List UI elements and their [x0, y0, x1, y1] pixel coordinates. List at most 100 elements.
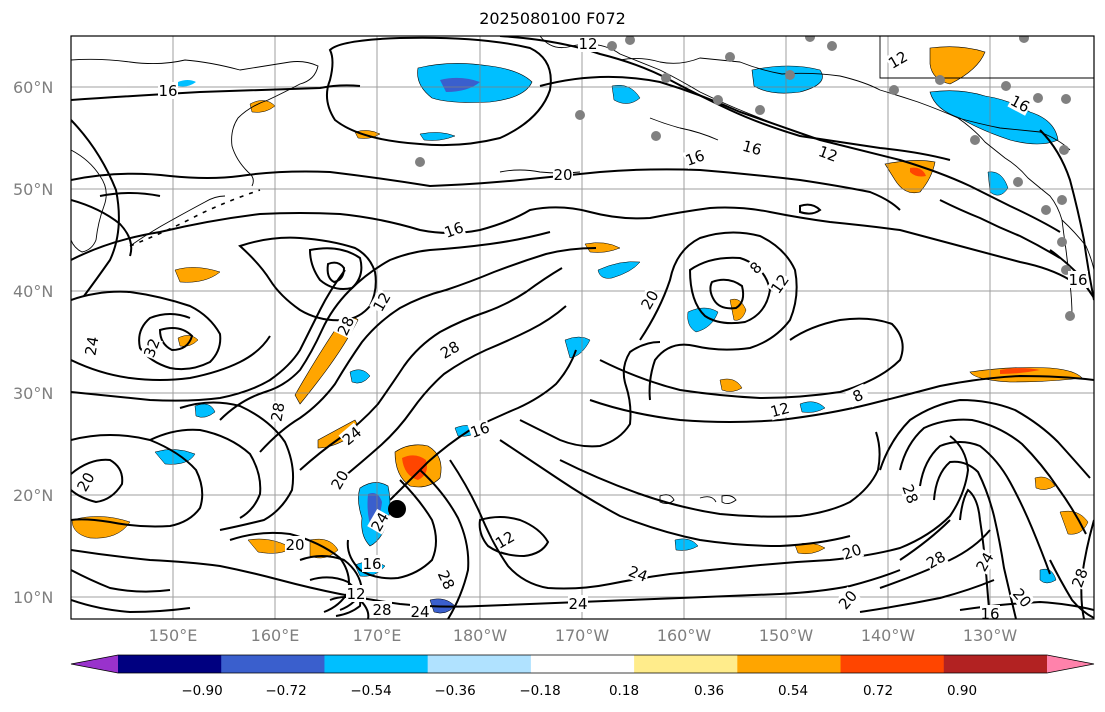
contour-label: 16 [468, 418, 492, 441]
contour-label: 24 [568, 595, 587, 613]
contour-label: 24 [626, 562, 650, 585]
contour-label-bg [369, 288, 394, 315]
contour-label: 16 [158, 82, 177, 100]
colorbar-tick-label: −0.54 [350, 683, 392, 699]
colorbar-segment [118, 655, 222, 673]
contour-label: 28 [372, 601, 391, 619]
map-frame [70, 35, 1095, 620]
colorbar-segment [324, 655, 429, 673]
lat-label: 50°N [13, 180, 54, 199]
colorbar [70, 654, 1095, 674]
lon-label: 160°W [656, 626, 712, 645]
lon-label: 150°W [758, 626, 814, 645]
contour-label: 16 [683, 146, 707, 169]
contour-label-bg [815, 142, 841, 165]
lat-label: 30°N [13, 384, 54, 403]
map-title: 2025080100 F072 [479, 9, 626, 28]
contour-label-bg [553, 166, 573, 183]
lat-label: 40°N [13, 282, 54, 301]
contour-label-bg [1009, 584, 1036, 611]
storm-center-marker [388, 500, 406, 518]
dateline-dashed [129, 189, 261, 247]
contour-label: 12 [578, 35, 597, 53]
lon-label: 180°W [452, 626, 508, 645]
colorbar-segment [737, 655, 842, 673]
contour-label-bg [839, 540, 865, 563]
contour-label-bg [367, 508, 392, 535]
colorbar-tick-label: 0.54 [777, 683, 809, 699]
lat-label: 10°N [13, 588, 54, 607]
contour-label: 28 [1068, 566, 1091, 590]
contour-label: 20 [553, 166, 572, 184]
contour-label-bg [441, 218, 467, 241]
contour-label-bg [766, 270, 793, 297]
contour-label-bg [1007, 91, 1034, 116]
contour-label: 16 [362, 555, 381, 573]
contour-label-bg [834, 586, 861, 613]
contour-label-bg [578, 36, 598, 52]
colorbar-outline [70, 654, 1095, 674]
contour-label-bg [436, 337, 463, 362]
colorbar-tick-label: −0.18 [519, 683, 561, 699]
contour-label-bg [1068, 271, 1088, 288]
colorbar-tick-label: 0.36 [693, 683, 725, 699]
contour-label-bg [81, 334, 102, 358]
contour-label: 32 [140, 336, 163, 360]
lon-label: 130°W [962, 626, 1018, 645]
contour-label-bg [346, 585, 366, 602]
colorbar-tick-label: 0.18 [608, 683, 640, 699]
colorbar-tick-label: −0.90 [181, 683, 223, 699]
contour-label-bg [568, 595, 588, 612]
colorbar-extend-high [1047, 655, 1094, 673]
lon-label: 150°E [148, 626, 198, 645]
contour-label-bg [637, 286, 662, 313]
contour-label-bg [467, 418, 493, 441]
contour-label-bg [884, 47, 911, 72]
contour-label-bg [327, 466, 352, 493]
contour-label-bg [333, 313, 358, 339]
contour-label-bg [742, 254, 769, 281]
contour-label: 12 [346, 585, 365, 603]
contour-label-bg [899, 481, 922, 507]
contour-label-bg [285, 536, 305, 553]
colorbar-segment [634, 655, 738, 673]
contour-label-bg [267, 400, 288, 424]
lat-label: 20°N [13, 486, 54, 505]
lon-label: 170°W [554, 626, 610, 645]
contour-label-bg [740, 136, 764, 159]
contour-label: 28 [898, 482, 921, 506]
contour-label-bg [158, 82, 178, 99]
contour-label-bg [372, 601, 392, 618]
contour-label: 16 [740, 137, 763, 159]
lon-label: 170°E [352, 626, 402, 645]
contour-label-bg [625, 562, 651, 585]
contour-label-bg [682, 146, 708, 169]
contour-label-bg [768, 398, 792, 421]
contour-lines [71, 36, 1094, 619]
colorbar-segment [943, 655, 1048, 673]
contour-label-bg [338, 422, 365, 449]
contour-label: 16 [980, 605, 999, 623]
contour-label-bg [845, 383, 871, 408]
contour-label: 24 [81, 335, 102, 357]
lon-label: 140°W [860, 626, 916, 645]
contour-label-bg [922, 547, 949, 572]
contour-label: 20 [285, 536, 304, 554]
contour-label: 12 [816, 142, 840, 165]
contour-label-bg [972, 548, 997, 575]
colorbar-tick-label: −0.36 [434, 683, 476, 699]
contour-label: 12 [768, 399, 791, 421]
contour-label: 28 [267, 401, 288, 423]
contour-label-bg [362, 555, 382, 572]
contour-label: 20 [840, 540, 864, 563]
contour-label: 16 [1068, 271, 1087, 289]
colorbar-segment [530, 655, 635, 673]
colorbar-tick-label: −0.72 [265, 683, 307, 699]
contour-label-bg [73, 468, 98, 495]
lat-label: 60°N [13, 78, 54, 97]
contour-label-bg [980, 605, 1000, 619]
contour-label: 24 [410, 603, 429, 621]
contour-label-bg [140, 335, 163, 361]
colorbar-tick-label: 0.90 [946, 683, 978, 699]
